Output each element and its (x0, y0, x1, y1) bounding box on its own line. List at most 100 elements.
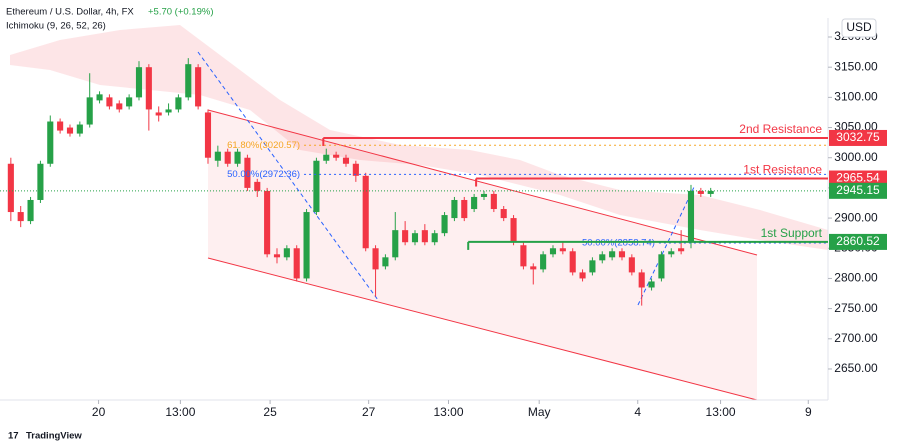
candle-body (392, 230, 399, 258)
candle-body (431, 233, 438, 243)
candle-body (520, 245, 527, 267)
candle-body (687, 190, 695, 243)
candle-body (116, 103, 123, 110)
fib-path (637, 184, 696, 306)
candle-body (214, 151, 221, 161)
y-tick-label: 2900.00 (834, 210, 878, 224)
channel-lower (207, 257, 758, 401)
candle-body (155, 112, 162, 116)
candle-body (145, 67, 152, 110)
x-tick-label: 4 (634, 405, 641, 419)
candle-body (697, 190, 704, 194)
candle-body (37, 163, 44, 200)
channel-upper (207, 109, 758, 256)
level-label: 1st Support (761, 226, 823, 240)
candle-body (461, 199, 468, 219)
candle-body (510, 218, 517, 243)
candle-body (678, 248, 685, 252)
candle-body (234, 151, 241, 164)
candle-body (638, 272, 645, 288)
candle-body (293, 248, 300, 279)
x-tick-label: 13:00 (165, 405, 195, 419)
price-tag (829, 233, 887, 250)
candle-body (569, 251, 576, 273)
y-tick-label: 3000.00 (834, 150, 878, 164)
price-tag (829, 182, 887, 199)
candle-body (165, 109, 172, 113)
y-tick-label: 2650.00 (834, 361, 878, 375)
y-tick-label: 3150.00 (834, 59, 878, 73)
candle-body (254, 181, 261, 191)
currency[interactable]: USD (846, 20, 872, 34)
currency-box[interactable] (841, 18, 877, 38)
candle-body (658, 254, 665, 279)
symbol: Ethereum / U.S. Dollar, 4h, FX (6, 7, 134, 18)
candle-body (362, 175, 369, 249)
fib-path (197, 51, 379, 301)
level-label: 2nd Resistance (739, 122, 822, 136)
price-tag (829, 129, 887, 146)
candle-body (540, 254, 547, 270)
candle-body (106, 97, 113, 107)
price-tag-label: 2965.54 (836, 171, 880, 185)
candle-body (126, 97, 133, 107)
candle-body (668, 251, 675, 255)
candle-body (204, 112, 212, 158)
candle-body (451, 199, 458, 219)
candle-body (135, 67, 143, 98)
channel-fill (208, 110, 757, 400)
candle-body (411, 233, 419, 243)
candle-body (47, 121, 54, 164)
candle-body (224, 151, 231, 164)
candle-body (244, 157, 251, 188)
candle-body (313, 160, 320, 213)
price-tag (829, 170, 887, 187)
fib-label: 50.00%(2972.36) (227, 169, 300, 180)
candle-body (500, 209, 507, 219)
candle-body (76, 124, 83, 134)
ichimoku-cloud (10, 25, 828, 250)
candle-body (382, 257, 389, 267)
level-label: 1st Resistance (743, 163, 822, 177)
candle-body (7, 163, 14, 213)
candle-body (579, 272, 586, 279)
candle-body (372, 248, 379, 270)
x-tick-label: 20 (92, 405, 106, 419)
candle-body (175, 97, 182, 110)
candle-body (185, 64, 192, 98)
x-tick-label: 25 (263, 405, 277, 419)
y-tick-label: 3100.00 (834, 90, 878, 104)
candle-body (264, 190, 271, 255)
candle-body (66, 127, 74, 134)
y-tick-label: 2700.00 (834, 331, 878, 345)
candle-body (589, 260, 596, 273)
x-tick-label: May (528, 405, 551, 419)
candle-body (402, 230, 409, 243)
change: +5.70 (+0.19%) (148, 7, 214, 18)
candle-body (648, 281, 655, 288)
candle-body (441, 215, 448, 234)
indicator: Ichimoku (9, 26, 52, 26) (6, 21, 106, 32)
candle-body (17, 212, 24, 222)
candle-body (342, 157, 350, 164)
price-tag-label: 2860.52 (836, 234, 880, 248)
x-tick-label: 13:00 (706, 405, 736, 419)
candle-body (549, 248, 557, 255)
candle-body (471, 196, 478, 210)
candle-body (352, 163, 359, 176)
candle-body (96, 94, 103, 101)
x-tick-label: 13:00 (433, 405, 463, 419)
candle-body (303, 212, 310, 279)
candle-body (283, 248, 290, 258)
fib-label: 61.80%(3020.57) (227, 140, 300, 151)
price-tag-label: 2945.15 (836, 183, 880, 197)
candle-body (628, 257, 635, 273)
candle-body (609, 251, 616, 258)
candle-body (273, 254, 281, 258)
fib-label: 50.00%(2858.74) (582, 238, 655, 249)
candle-body (530, 266, 537, 270)
candle-body (57, 121, 64, 131)
brand: TradingView (26, 431, 82, 442)
candle-body (599, 254, 606, 261)
